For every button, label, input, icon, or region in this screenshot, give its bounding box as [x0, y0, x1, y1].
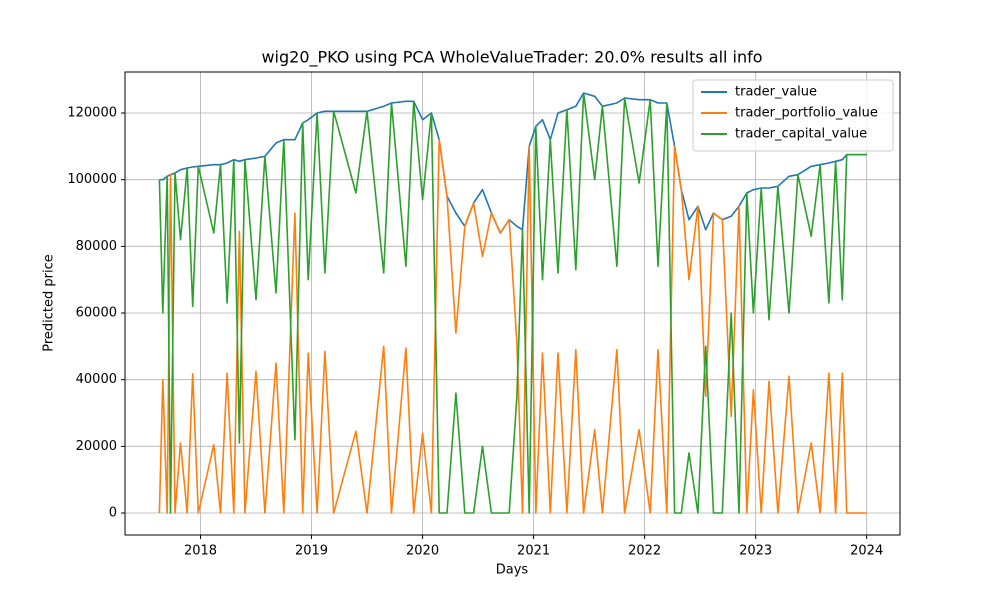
series-line — [158, 92, 867, 514]
y-tick-label: 60000 — [76, 306, 117, 321]
series-line — [158, 138, 867, 514]
y-tick-label: 40000 — [76, 372, 117, 387]
x-tick-label: 2020 — [406, 544, 439, 559]
x-tick-label: 2024 — [850, 544, 883, 559]
x-tick-label: 2019 — [295, 544, 328, 559]
legend-box — [692, 79, 894, 152]
x-tick-label: 2023 — [739, 544, 772, 559]
legend-label: trader_capital_value — [735, 127, 867, 142]
legend-label: trader_portfolio_value — [735, 106, 878, 121]
y-tick-label: 100000 — [67, 172, 117, 187]
x-axis-label: Days — [496, 563, 529, 578]
y-tick-label: 0 — [109, 506, 117, 521]
chart-title: wig20_PKO using PCA WholeValueTrader: 20… — [261, 48, 762, 68]
x-tick-label: 2018 — [184, 544, 217, 559]
x-tick-label: 2022 — [628, 544, 661, 559]
y-tick-label: 20000 — [76, 439, 117, 454]
x-tick-label: 2021 — [517, 544, 550, 559]
plot-frame — [124, 71, 901, 536]
y-axis-label: Predicted price — [42, 254, 57, 352]
y-tick-label: 80000 — [76, 239, 117, 254]
legend-label: trader_value — [735, 85, 817, 100]
y-tick-label: 120000 — [67, 106, 117, 121]
